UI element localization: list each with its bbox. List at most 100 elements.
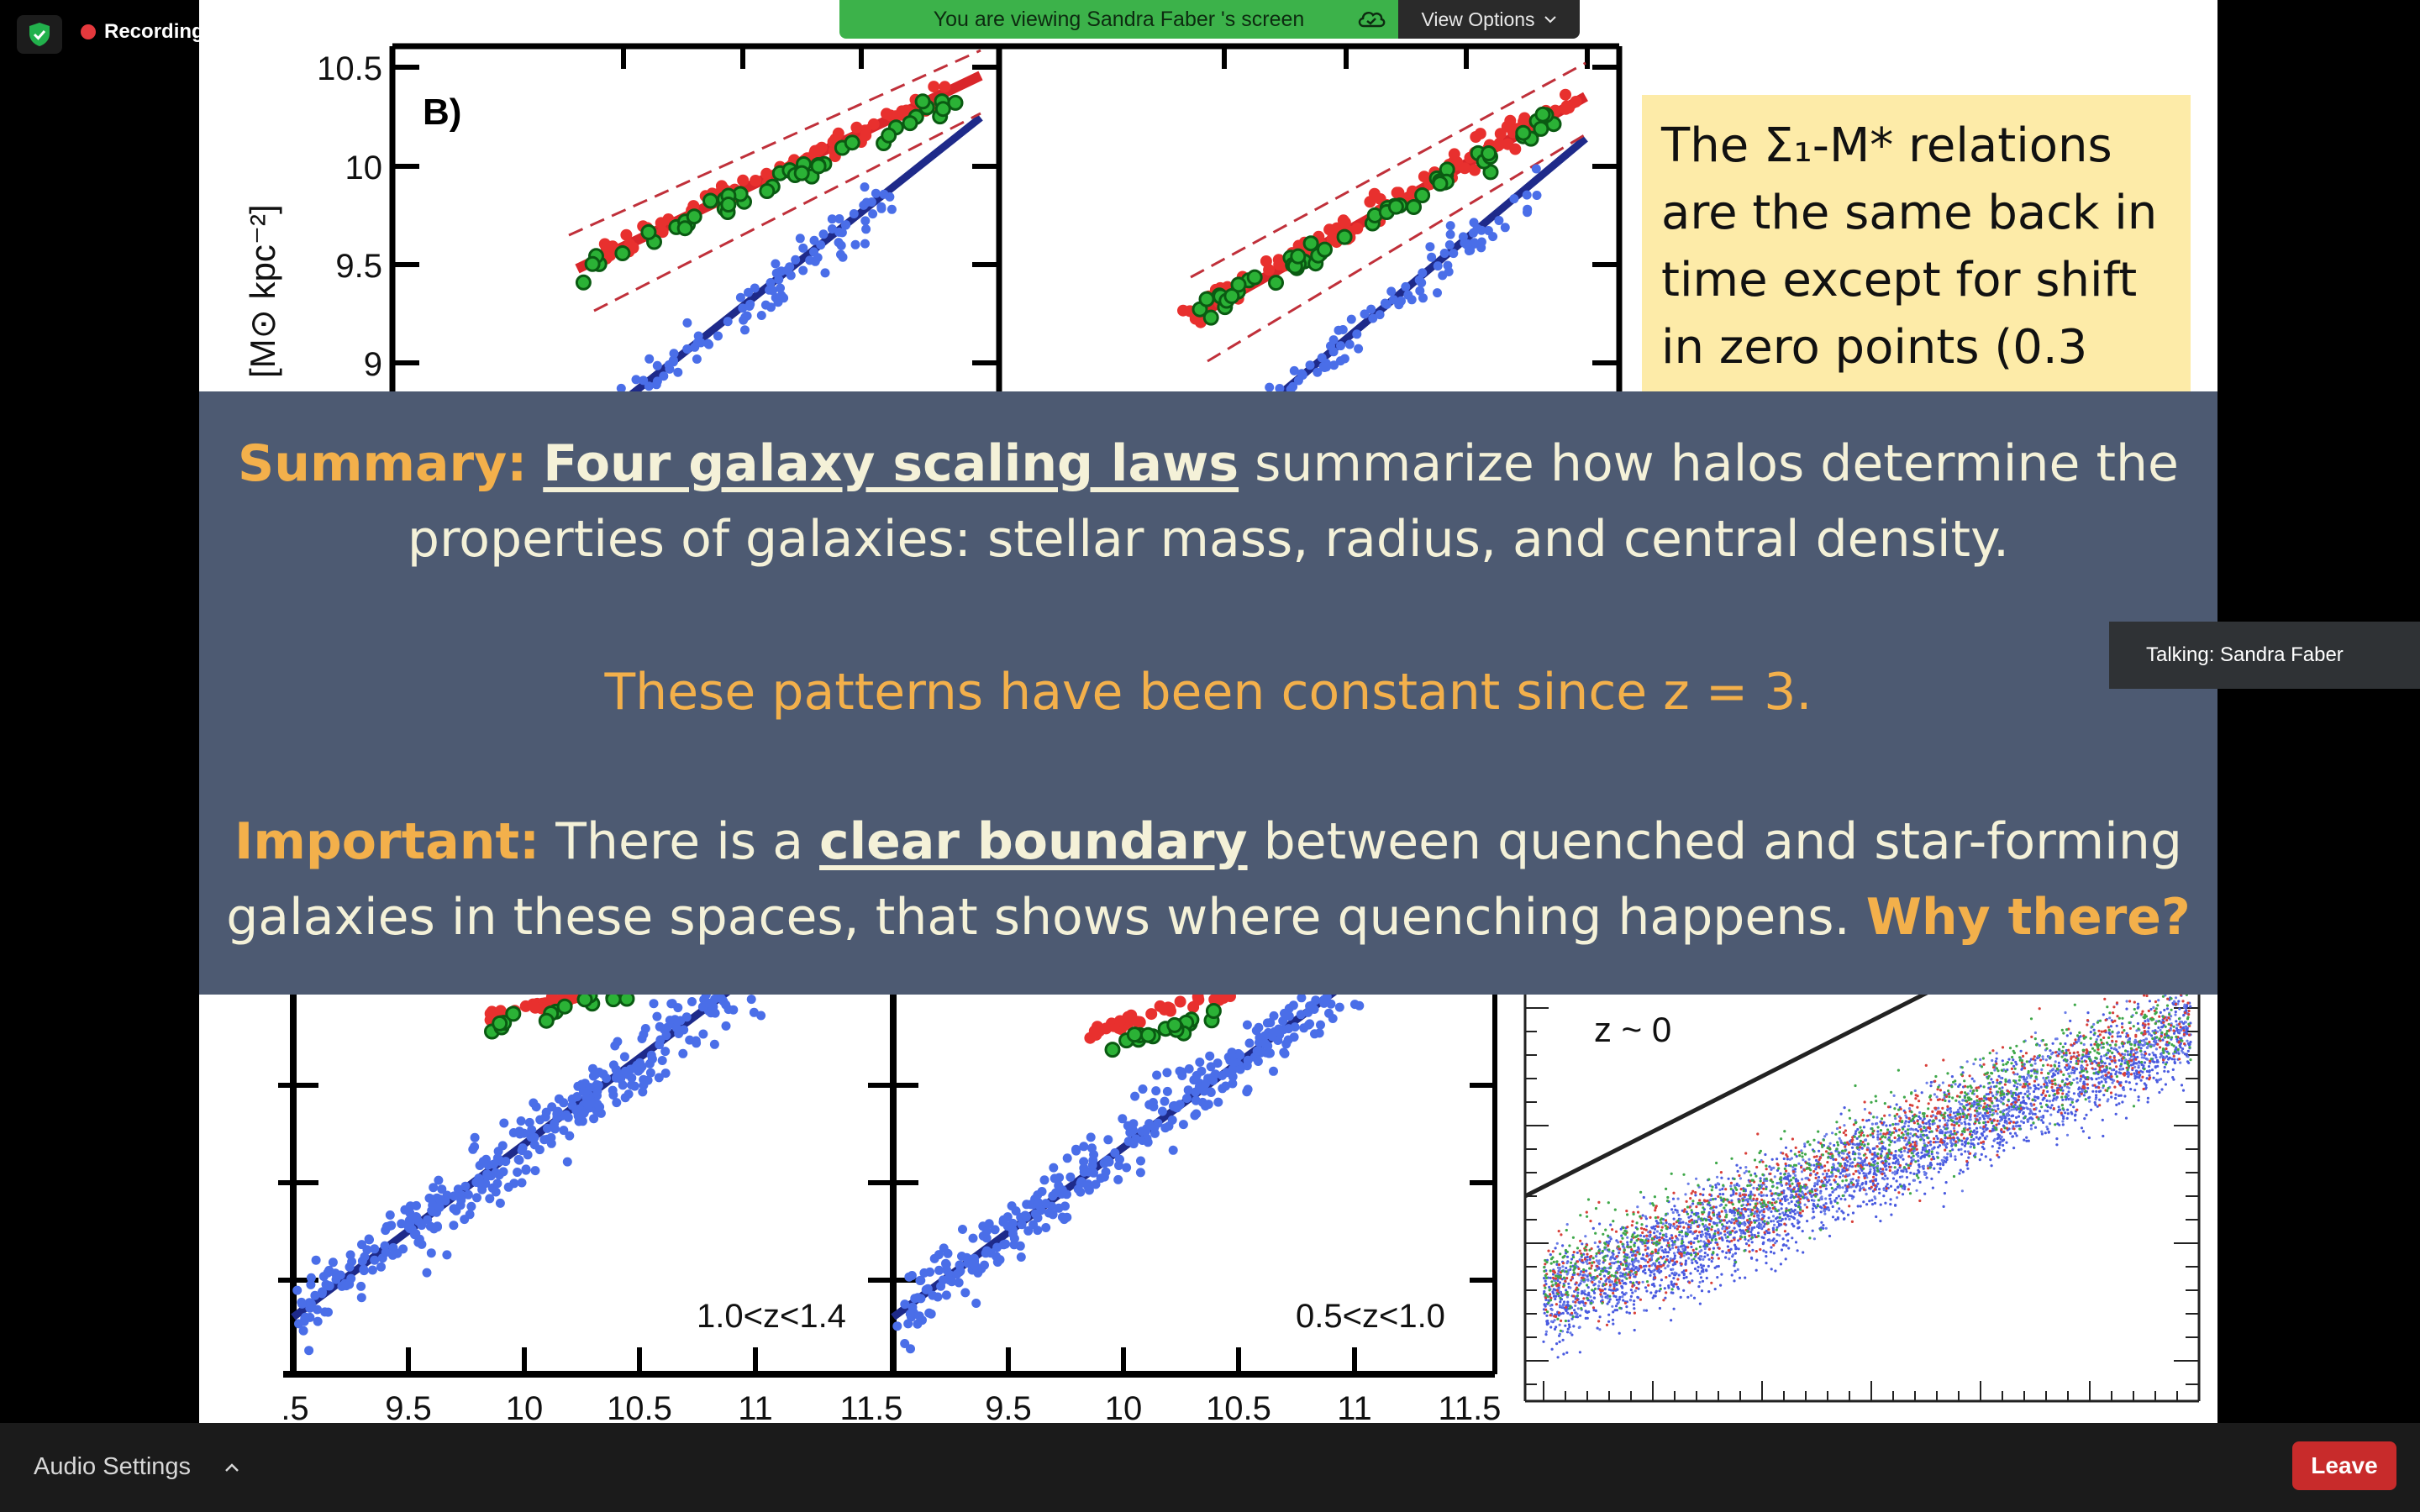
scatter-point bbox=[2013, 1131, 2017, 1135]
scatter-point bbox=[575, 274, 592, 291]
scatter-point bbox=[2026, 1089, 2029, 1094]
scatter-point bbox=[1885, 1189, 1888, 1193]
scatter-point bbox=[2091, 1089, 2095, 1093]
scatter-point bbox=[1702, 1193, 1705, 1197]
scatter-point bbox=[1621, 1279, 1624, 1283]
scatter-point bbox=[1736, 1169, 1739, 1173]
scatter-point bbox=[1753, 1226, 1756, 1229]
scatter-point bbox=[1856, 1127, 1860, 1131]
scatter-point bbox=[1302, 235, 1319, 252]
scatter-point bbox=[721, 1021, 731, 1031]
scatter-point bbox=[1218, 1070, 1228, 1080]
scatter-point bbox=[2119, 1072, 2123, 1075]
scatter-point bbox=[1865, 1193, 1868, 1196]
scatter-point bbox=[1797, 1226, 1801, 1229]
scatter-point bbox=[1765, 1255, 1768, 1258]
scatter-point bbox=[1853, 1189, 1856, 1193]
scatter-point bbox=[1418, 293, 1428, 303]
scatter-point bbox=[1779, 1263, 1782, 1266]
scatter-point bbox=[1642, 1195, 1645, 1200]
scatter-point bbox=[1770, 1210, 1773, 1213]
scatter-point bbox=[1672, 1284, 1676, 1288]
scatter-point bbox=[2102, 1077, 2106, 1080]
scatter-point bbox=[2158, 1090, 2161, 1095]
scatter-point bbox=[1579, 1314, 1582, 1317]
scatter-point bbox=[356, 1281, 366, 1291]
scatter-point bbox=[2137, 1099, 2140, 1102]
scatter-point bbox=[954, 1278, 964, 1288]
scatter-point bbox=[2189, 1005, 2192, 1008]
scatter-point bbox=[1760, 1213, 1764, 1216]
scatter-point bbox=[2037, 1083, 2040, 1087]
scatter-point bbox=[1690, 1294, 1693, 1297]
scatter-point bbox=[1701, 1203, 1704, 1206]
scatter-point bbox=[1089, 1168, 1098, 1178]
scatter-point bbox=[2107, 1032, 2111, 1035]
scatter-point bbox=[2159, 1011, 2162, 1014]
scatter-point bbox=[1720, 1273, 1723, 1276]
scatter-point bbox=[1523, 204, 1533, 214]
scatter-point bbox=[1289, 365, 1299, 375]
callout-line: are the same back in bbox=[1661, 186, 2157, 240]
scatter-point bbox=[1618, 1298, 1621, 1301]
scatter-point bbox=[1665, 1238, 1668, 1242]
scatter-point bbox=[1313, 367, 1323, 377]
scatter-point bbox=[1406, 199, 1422, 215]
scatter-point bbox=[1062, 1153, 1072, 1163]
scatter-point bbox=[2163, 1069, 2166, 1073]
scatter-point bbox=[886, 204, 897, 214]
scatter-point bbox=[1549, 1304, 1552, 1307]
scatter-point bbox=[1634, 1259, 1638, 1263]
scatter-point bbox=[357, 1240, 366, 1250]
scatter-point bbox=[1401, 281, 1411, 291]
scatter-point bbox=[1235, 1064, 1245, 1074]
scatter-point bbox=[1648, 1268, 1651, 1272]
scatter-point bbox=[1896, 1112, 1899, 1116]
scatter-point bbox=[2162, 1061, 2165, 1064]
scatter-point bbox=[1902, 1158, 1905, 1161]
scatter-point bbox=[2092, 1022, 2096, 1026]
scatter-point bbox=[2015, 1134, 2018, 1137]
scatter-point bbox=[1931, 1186, 1934, 1189]
scatter-point bbox=[2144, 1037, 2148, 1041]
scatter-point bbox=[1702, 1240, 1706, 1243]
scatter-point bbox=[1770, 1246, 1773, 1249]
scatter-point bbox=[1714, 1205, 1718, 1209]
scatter-point bbox=[2044, 1079, 2047, 1082]
scatter-point bbox=[1883, 1156, 1886, 1159]
scatter-point bbox=[1604, 1279, 1607, 1283]
scatter-point bbox=[1794, 1241, 1798, 1244]
scatter-point bbox=[1848, 1183, 1851, 1186]
scatter-point bbox=[1666, 1264, 1670, 1268]
scatter-point bbox=[1842, 1152, 1845, 1155]
scatter-point bbox=[1297, 369, 1307, 379]
scatter-point bbox=[1338, 325, 1348, 334]
scatter-point bbox=[1739, 1177, 1742, 1180]
scatter-point bbox=[1841, 1174, 1845, 1178]
scatter-point bbox=[1670, 1234, 1673, 1237]
scatter-point bbox=[387, 1250, 397, 1260]
scatter-point bbox=[2069, 1103, 2072, 1106]
scatter-point bbox=[2085, 1113, 2088, 1116]
scatter-point bbox=[1246, 269, 1263, 286]
scatter-point bbox=[1733, 1252, 1738, 1255]
scatter-point bbox=[2074, 1113, 2077, 1116]
y-axis-label: [M⊙ kpc⁻²] bbox=[243, 204, 282, 378]
scatter-point bbox=[1812, 1199, 1816, 1202]
scatter-point bbox=[1814, 1168, 1818, 1171]
scatter-point bbox=[1922, 1164, 1925, 1168]
scatter-point bbox=[1703, 1255, 1707, 1258]
scatter-point bbox=[1876, 1130, 1880, 1133]
scatter-point bbox=[2009, 1131, 2012, 1135]
scatter-point bbox=[298, 1326, 308, 1336]
scatter-point bbox=[1982, 1125, 1986, 1128]
scatter-point bbox=[2000, 1135, 2003, 1139]
scatter-point bbox=[367, 1265, 377, 1275]
scatter-point bbox=[1824, 1202, 1828, 1205]
scatter-point bbox=[1263, 264, 1276, 276]
scatter-point bbox=[1716, 1276, 1719, 1279]
scatter-point bbox=[1699, 1239, 1702, 1242]
scatter-point bbox=[1975, 1106, 1978, 1110]
scatter-point bbox=[1983, 1114, 1986, 1117]
scatter-point bbox=[2014, 1093, 2018, 1097]
